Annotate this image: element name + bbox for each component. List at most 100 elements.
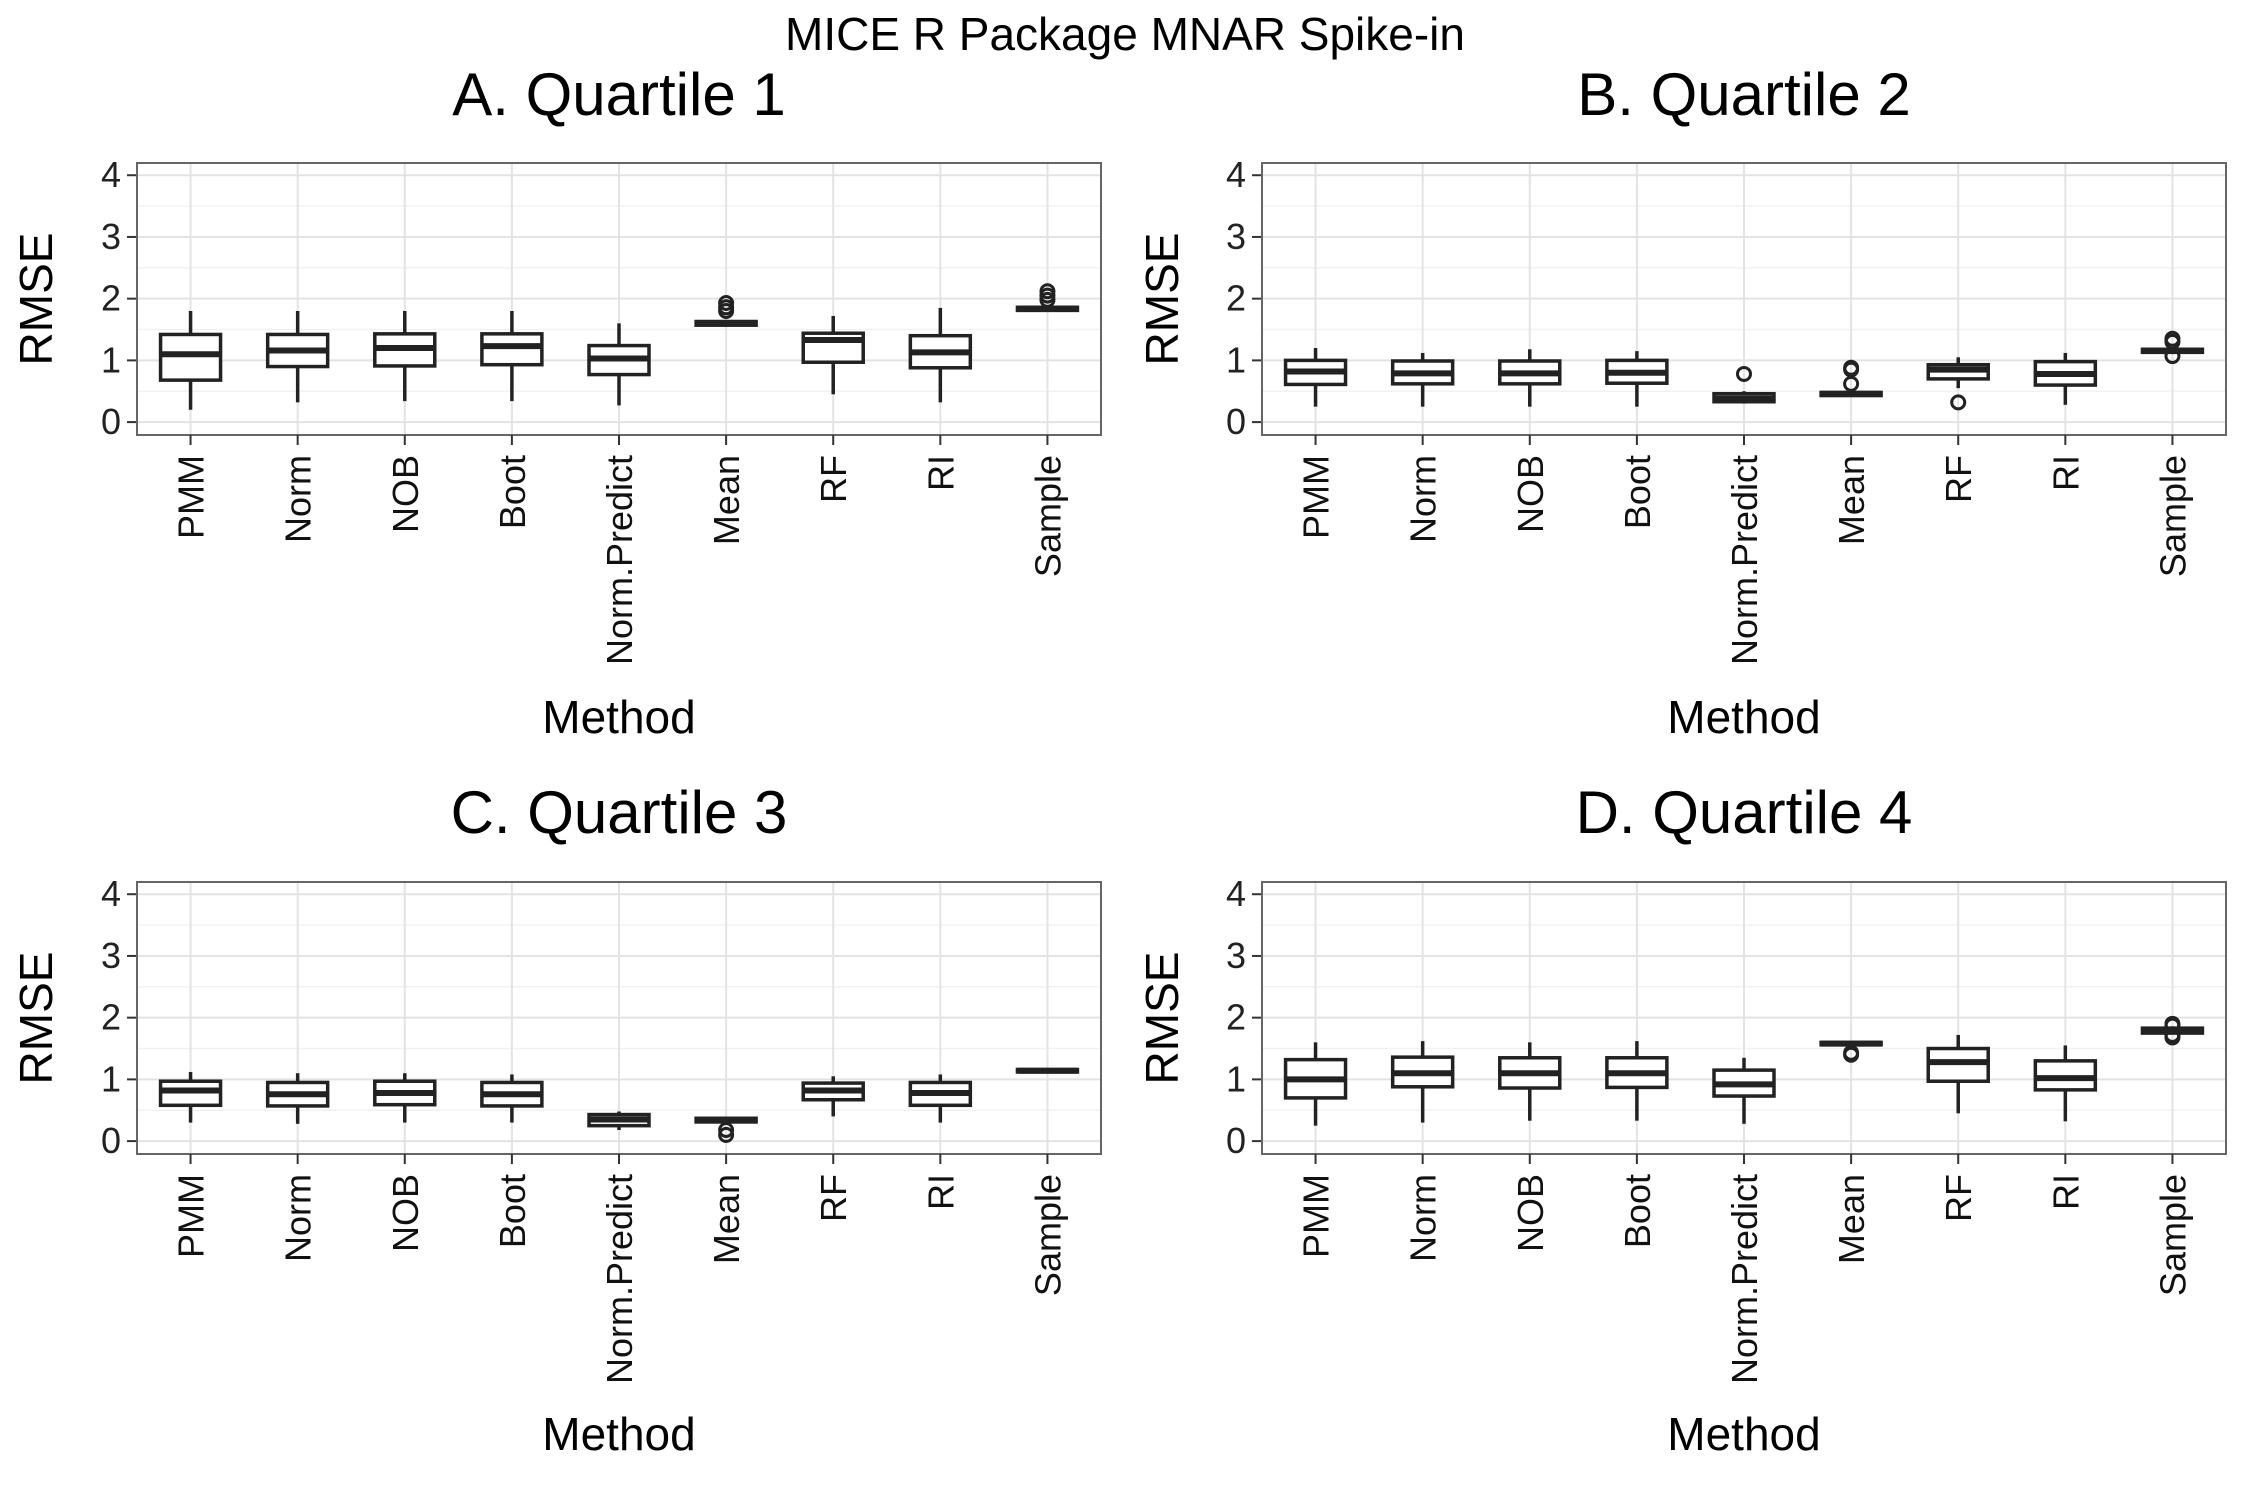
box-rf xyxy=(801,1076,865,1117)
x-tick-label: NOB xyxy=(1510,455,1551,533)
x-axis-title: Method xyxy=(1667,691,1820,743)
y-axis-title: RMSE xyxy=(10,233,62,366)
y-axis-title: RMSE xyxy=(10,952,62,1085)
x-tick-label: Norm.Predict xyxy=(599,1174,640,1384)
outlier-point xyxy=(1950,394,1967,411)
panel-4: D. Quartile 4 0 1 2 3 4 PMM Norm NOB Boot Norm.Pre… xyxy=(1136,779,2227,1460)
box-rf xyxy=(1926,357,1990,411)
x-tick-label: Mean xyxy=(1831,1174,1872,1264)
box-norm xyxy=(265,311,330,403)
box-norm-predict xyxy=(587,1111,651,1130)
y-tick-label: 1 xyxy=(1226,1058,1246,1099)
box-sample xyxy=(1015,283,1080,313)
y-tick-label: 4 xyxy=(101,154,121,195)
outlier-point xyxy=(1843,359,1860,376)
box-mean xyxy=(694,1116,758,1143)
x-tick-label: Boot xyxy=(492,455,533,529)
box-sample xyxy=(2140,1015,2205,1046)
box-pmm xyxy=(158,1071,223,1123)
x-tick-label: RI xyxy=(2045,1174,2086,1210)
outlier-point xyxy=(1039,283,1056,300)
y-tick-label: 3 xyxy=(1226,935,1246,976)
box-norm-predict xyxy=(1712,365,1776,404)
x-tick-label: PMM xyxy=(171,1174,212,1258)
panel-1: A. Quartile 1 0 1 2 3 4 PMM Norm NOB Boot Norm.Pre… xyxy=(10,61,1102,743)
box-rf xyxy=(1926,1034,1990,1114)
box-sample xyxy=(1015,1067,1080,1074)
y-tick-label: 2 xyxy=(101,997,121,1038)
box-boot xyxy=(1605,1041,1669,1121)
x-axis-title: Method xyxy=(542,1408,695,1460)
x-tick-label: Norm.Predict xyxy=(1724,455,1765,665)
x-tick-label: Sample xyxy=(1027,1174,1068,1296)
box-boot xyxy=(480,1074,544,1123)
y-tick-label: 2 xyxy=(1226,997,1246,1038)
x-tick-label: RF xyxy=(813,455,854,503)
box-mean xyxy=(694,294,758,327)
panel-2: B. Quartile 2 0 1 2 3 4 PMM Norm NOB Boot Norm.Pre… xyxy=(1136,61,2227,743)
x-tick-label: NOB xyxy=(1510,1174,1551,1252)
box-norm xyxy=(1390,1041,1455,1123)
box-iqr xyxy=(158,332,223,382)
y-tick-label: 0 xyxy=(1226,1120,1246,1161)
x-tick-label: PMM xyxy=(171,455,212,539)
x-tick-label: RI xyxy=(2045,455,2086,491)
x-tick-label: RF xyxy=(1938,1174,1979,1222)
x-tick-label: Mean xyxy=(706,1174,747,1264)
box-norm-predict xyxy=(1712,1057,1776,1124)
y-tick-label: 3 xyxy=(1226,216,1246,257)
x-tick-label: Sample xyxy=(2152,1174,2193,1296)
outlier-point xyxy=(718,294,735,311)
panel-title: B. Quartile 2 xyxy=(1577,61,1911,128)
box-norm xyxy=(265,1073,330,1124)
box-pmm xyxy=(1283,348,1348,407)
box-nob xyxy=(373,311,437,402)
x-tick-label: Boot xyxy=(492,1174,533,1248)
box-nob xyxy=(1498,1042,1562,1121)
y-tick-label: 2 xyxy=(1226,278,1246,319)
box-boot xyxy=(480,311,544,402)
panel-3: C. Quartile 3 0 1 2 3 4 PMM Norm NOB Boot Norm.Pre… xyxy=(10,779,1102,1460)
x-tick-label: PMM xyxy=(1296,455,1337,539)
panel-title: A. Quartile 1 xyxy=(452,61,786,128)
box-pmm xyxy=(158,311,223,410)
y-tick-label: 1 xyxy=(1226,339,1246,380)
x-axis-title: Method xyxy=(542,691,695,743)
y-tick-label: 0 xyxy=(101,401,121,442)
box-rf xyxy=(801,315,865,395)
box-boot xyxy=(1605,351,1669,407)
figure-title: MICE R Package MNAR Spike-in xyxy=(785,8,1465,60)
box-mean xyxy=(1819,359,1883,398)
x-tick-label: Sample xyxy=(2152,455,2193,577)
box-ri xyxy=(2033,352,2098,405)
box-mean xyxy=(1819,1040,1883,1063)
box-pmm xyxy=(1283,1042,1348,1126)
y-tick-label: 3 xyxy=(101,216,121,257)
box-sample xyxy=(2140,330,2205,365)
outlier-point xyxy=(718,1126,735,1143)
x-tick-label: RI xyxy=(920,455,961,491)
y-tick-label: 0 xyxy=(101,1120,121,1161)
y-tick-label: 4 xyxy=(1226,154,1246,195)
panels: A. Quartile 1 0 1 2 3 4 PMM Norm NOB Boot Norm.Pre… xyxy=(10,61,2227,1460)
box-ri xyxy=(2033,1045,2098,1122)
y-tick-label: 0 xyxy=(1226,401,1246,442)
panel-title: D. Quartile 4 xyxy=(1576,779,1913,846)
box-ri xyxy=(908,307,973,403)
x-tick-label: Norm.Predict xyxy=(1724,1174,1765,1384)
outlier-point xyxy=(1843,1044,1860,1061)
y-axis-title: RMSE xyxy=(1136,233,1188,366)
x-axis-title: Method xyxy=(1667,1408,1820,1460)
outlier-point xyxy=(718,1121,735,1138)
box-nob xyxy=(1498,349,1562,407)
x-tick-label: Norm xyxy=(1403,455,1444,543)
x-tick-label: PMM xyxy=(1296,1174,1337,1258)
x-tick-label: Boot xyxy=(1617,455,1658,529)
box-iqr xyxy=(480,332,544,367)
x-tick-label: Norm.Predict xyxy=(599,455,640,665)
x-tick-label: Norm xyxy=(1403,1174,1444,1262)
x-tick-label: Mean xyxy=(706,455,747,545)
box-ri xyxy=(908,1074,973,1123)
x-tick-label: Norm xyxy=(278,1174,319,1262)
